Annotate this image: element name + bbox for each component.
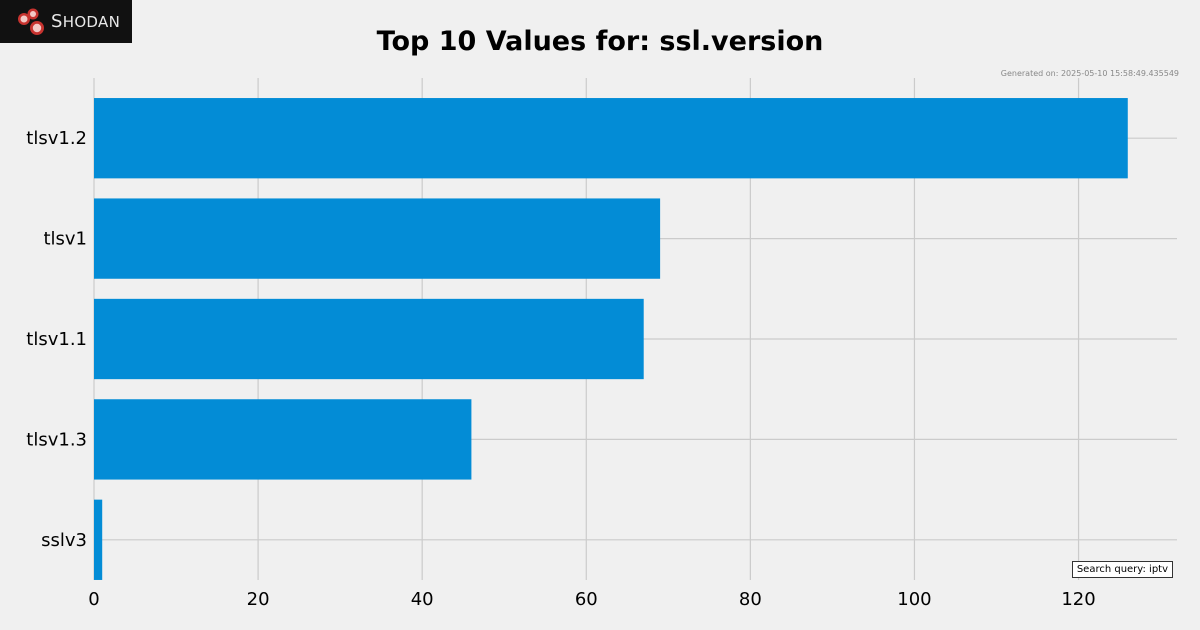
bar-tlsv1-3 xyxy=(94,399,472,480)
y-tick-label: tlsv1.2 xyxy=(26,128,87,149)
shodan-logo-text: SHODAN xyxy=(51,11,121,32)
bar-tlsv1-1 xyxy=(94,298,644,380)
shodan-logo-icon xyxy=(18,8,44,35)
bar-sslv3 xyxy=(94,499,103,580)
shodan-logo: SHODAN xyxy=(0,0,132,43)
x-tick-label: 120 xyxy=(1061,589,1095,610)
y-tick-label: tlsv1 xyxy=(43,229,87,250)
x-tick-label: 0 xyxy=(88,589,99,610)
x-tick-label: 40 xyxy=(411,589,434,610)
x-tick-label: 80 xyxy=(739,589,762,610)
y-tick-label: tlsv1.1 xyxy=(26,329,87,350)
y-tick-label: tlsv1.3 xyxy=(26,429,87,450)
y-tick-label: sslv3 xyxy=(41,530,87,551)
search-query-label: Search query: iptv xyxy=(1071,561,1173,578)
x-tick-label: 60 xyxy=(575,589,598,610)
chart-title: Top 10 Values for: ssl.version xyxy=(376,26,824,57)
bar-tlsv1-2 xyxy=(94,98,1128,179)
x-tick-label: 20 xyxy=(247,589,270,610)
bar-tlsv1 xyxy=(94,198,661,279)
x-tick-label: 100 xyxy=(897,589,931,610)
generated-timestamp: Generated on: 2025-05-10 15:58:49.435549 xyxy=(1000,69,1179,78)
